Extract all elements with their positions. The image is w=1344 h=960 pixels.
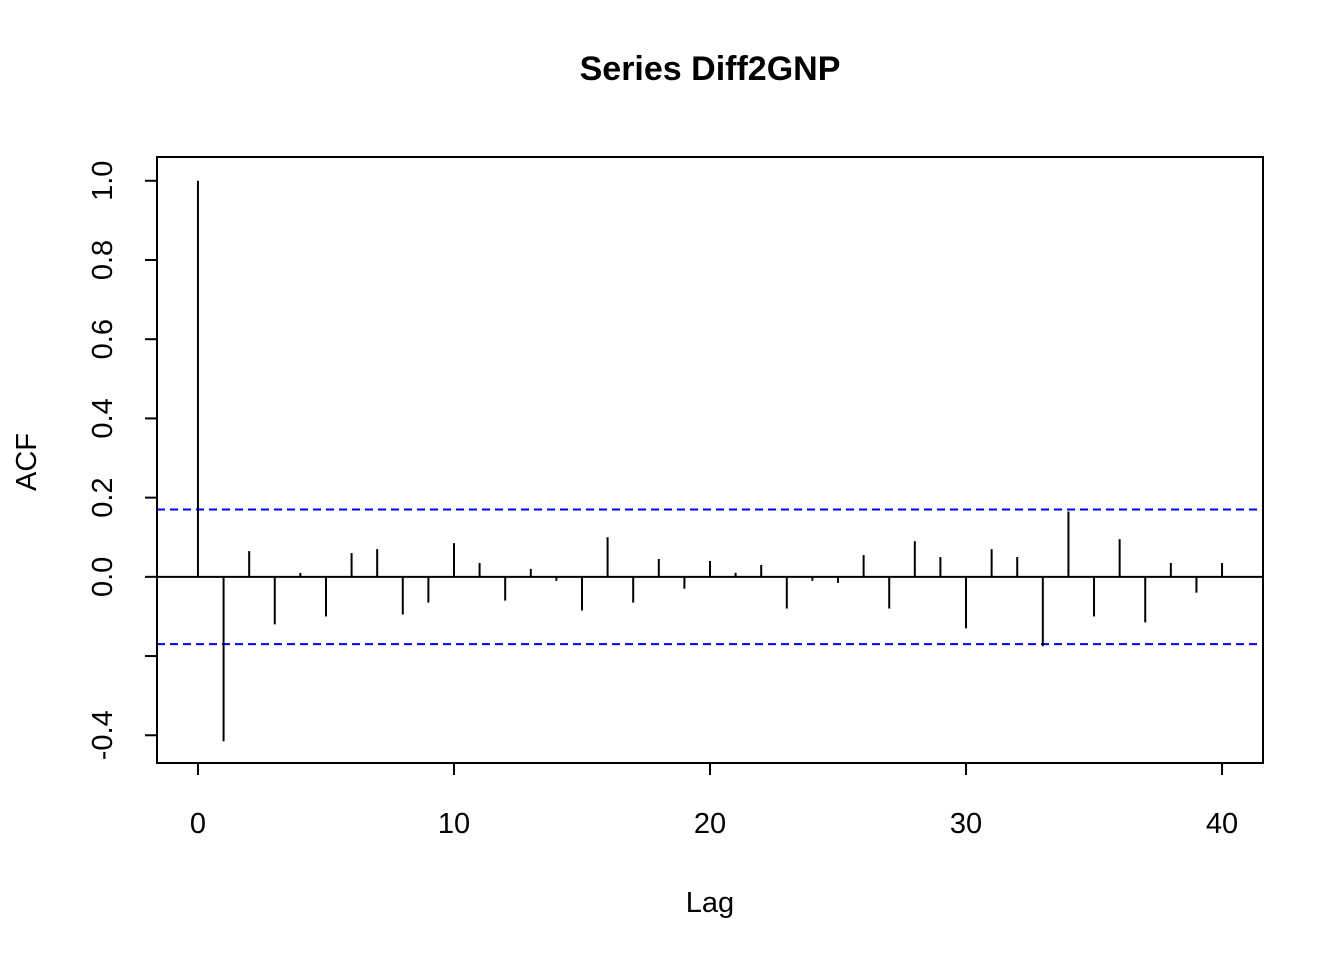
y-axis: -0.4 0.0 0.2 0.4 0.6 0.8 1.0 (87, 161, 158, 760)
chart-title: Series Diff2GNP (580, 50, 841, 88)
y-tick-label-6: 0.8 (87, 240, 119, 280)
x-tick-label-0: 0 (190, 808, 206, 840)
y-tick-label-4: 0.4 (87, 398, 119, 438)
y-tick-label-2: 0.0 (87, 557, 119, 597)
y-tick-label-3: 0.2 (87, 477, 119, 517)
x-tick-label-20: 20 (694, 808, 726, 840)
x-axis-label: Lag (686, 887, 734, 919)
plot-area (157, 180, 1263, 742)
y-tick-label-7: 1.0 (87, 161, 119, 201)
y-tick-label-0: -0.4 (87, 710, 119, 760)
plot-frame (156, 156, 1264, 764)
x-axis: 0 10 20 30 40 (190, 762, 1238, 840)
x-tick-label-30: 30 (950, 808, 982, 840)
x-tick-label-40: 40 (1206, 808, 1238, 840)
x-tick-label-10: 10 (438, 808, 470, 840)
y-tick-label-5: 0.6 (87, 319, 119, 359)
y-axis-label: ACF (11, 433, 43, 491)
